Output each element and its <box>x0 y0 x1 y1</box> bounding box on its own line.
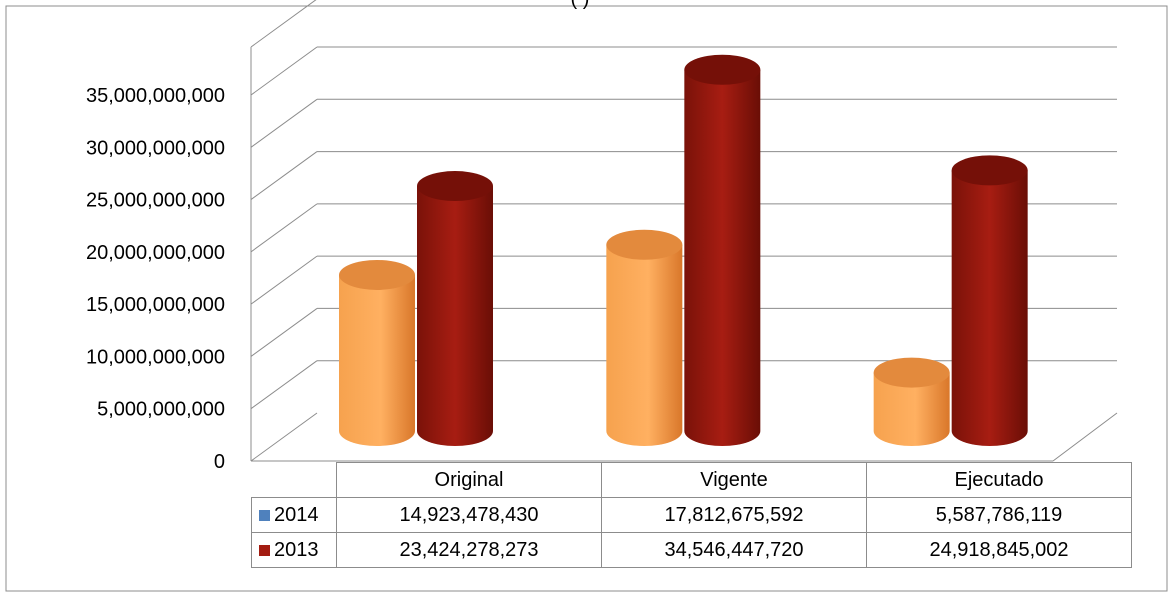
gridline-side <box>250 203 318 253</box>
bar-top <box>951 155 1028 186</box>
table-corner <box>251 462 337 498</box>
bar-top <box>684 54 761 85</box>
y-tick-label: 20,000,000,000 <box>86 242 225 264</box>
y-tick-label: 35,000,000,000 <box>86 85 225 107</box>
category-label-ejecutado: Ejecutado <box>866 462 1132 498</box>
y-tick-label: 15,000,000,000 <box>86 294 225 316</box>
data-label-2014-vigente: 17,812,675,592 <box>601 497 867 533</box>
bar-2013-vigente <box>684 54 761 447</box>
gridline-side <box>250 98 318 148</box>
bar-top <box>339 259 415 290</box>
y-tick-label: 30,000,000,000 <box>86 137 225 159</box>
bar-top <box>606 229 683 260</box>
bar-2014-original <box>339 259 415 446</box>
gridline-side <box>250 255 318 305</box>
table-header-row: Original Vigente Ejecutado <box>251 462 1132 498</box>
legend-label-2014: 2014 <box>274 503 319 526</box>
bar-2014-vigente <box>606 229 683 447</box>
table-row-2013: 2013 23,424,278,273 34,546,447,720 24,91… <box>251 532 1132 568</box>
gridline-side <box>250 151 318 200</box>
bar-body <box>684 69 761 447</box>
data-label-2013-ejecutado: 24,918,845,002 <box>866 532 1132 568</box>
gridline-side <box>250 308 318 357</box>
gridline-side <box>250 0 317 48</box>
data-label-2013-original: 23,424,278,273 <box>336 532 602 568</box>
bar-body <box>417 186 493 446</box>
y-tick-label: 25,000,000,000 <box>86 190 225 212</box>
y-tick-label: 0 <box>214 451 225 473</box>
bar-top <box>417 171 493 202</box>
legend-key-2014 <box>259 509 270 521</box>
legend-key-2013 <box>259 544 270 556</box>
bars <box>339 54 1028 447</box>
gridline-side <box>250 412 318 462</box>
bar-body <box>606 244 683 447</box>
bar-2013-ejecutado <box>951 155 1028 447</box>
legend-entry-2013: 2013 <box>251 532 337 568</box>
legend-entry-2014: 2014 <box>251 497 337 533</box>
bar-2014-ejecutado <box>873 357 950 447</box>
y-tick-label: 10,000,000,000 <box>86 346 225 368</box>
bar-body <box>339 274 415 446</box>
gridline-side <box>250 46 318 96</box>
bar-body <box>873 372 950 447</box>
legend-label-2013: 2013 <box>274 538 319 561</box>
chart-border <box>5 5 1168 592</box>
data-label-2014-original: 14,923,478,430 <box>336 497 602 533</box>
data-label-2013-vigente: 34,546,447,720 <box>601 532 867 568</box>
chart-title-fragment: ( ) <box>430 0 730 10</box>
data-table: Original Vigente Ejecutado 2014 14,923,4… <box>251 462 1132 568</box>
y-axis-ticks: 0 5,000,000,000 10,000,000,000 15,000,000,0… <box>86 85 225 473</box>
category-label-original: Original <box>336 462 602 498</box>
floor-right-edge <box>1052 412 1118 462</box>
data-label-2014-ejecutado: 5,587,786,119 <box>866 497 1132 533</box>
category-label-vigente: Vigente <box>601 462 867 498</box>
bar-2013-original <box>417 171 493 446</box>
bar-body <box>951 170 1028 447</box>
gridline-side <box>250 360 318 410</box>
bar-top <box>873 357 950 388</box>
y-tick-label: 5,000,000,000 <box>97 399 225 421</box>
table-row-2014: 2014 14,923,478,430 17,812,675,592 5,587… <box>251 497 1132 533</box>
